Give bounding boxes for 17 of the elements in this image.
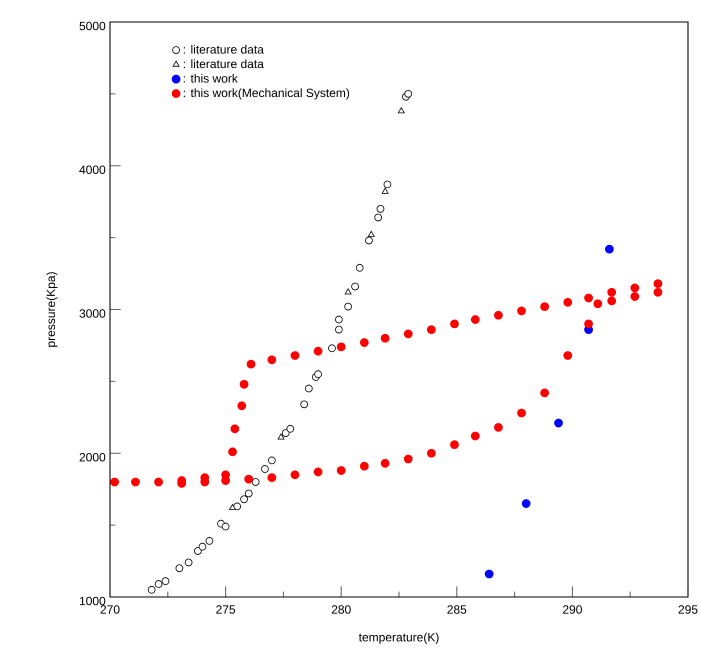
y-tick-label: 2000 [80,452,106,462]
x-axis-title: temperature(K) [358,632,439,644]
y-tick-label: 1000 [80,596,106,606]
x-tick-label: 285 [447,605,466,614]
x-tick-label: 280 [332,605,351,614]
x-tick-label: 295 [678,605,698,614]
legend-label: : this work(Mechanical System) [184,88,350,100]
x-tick-label: 270 [100,605,120,614]
legend-label: : literature data [184,59,264,68]
legend-label: : literature data [184,44,264,54]
y-axis-title: pressure(Kpa) [46,272,58,347]
y-tick-label: 5000 [80,22,106,30]
x-tick-label: 275 [216,605,236,614]
y-tick-label: 3000 [80,309,106,318]
legend-label: : this work [184,74,238,83]
y-tick-label: 4000 [79,165,106,174]
x-tick-label: 290 [562,605,582,614]
